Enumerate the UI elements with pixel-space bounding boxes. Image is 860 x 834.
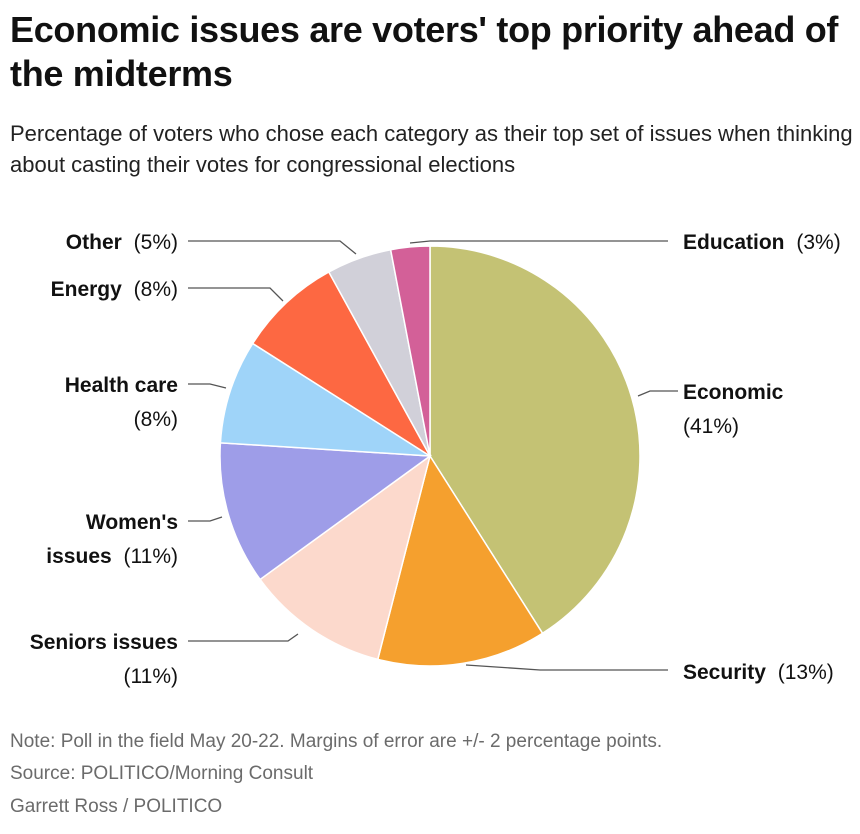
label-security: Security (13%) (683, 661, 834, 684)
footer-credit: Garrett Ross / POLITICO (10, 796, 223, 817)
leader-line-economic (637, 390, 678, 397)
label-education-name: Education (683, 231, 785, 254)
label-other-pct: (5%) (134, 231, 178, 254)
leader-lines (188, 240, 678, 671)
label-seniors: Seniors issues (30, 631, 178, 654)
label-womens-pct: (11%) (124, 545, 178, 568)
label-other: Other (5%) (66, 231, 178, 254)
leader-line-womens (188, 516, 223, 522)
label-health: Health care (65, 374, 178, 397)
label-energy-name: Energy (51, 278, 123, 301)
label-womens-name: issues (46, 545, 111, 568)
pie-slice-security (376, 454, 544, 667)
pie-slice-women-s-issues (219, 442, 433, 581)
pie-slice-economic (429, 245, 641, 635)
label-health-pct: (8%) (134, 408, 178, 431)
label-energy: Energy (8%) (51, 278, 178, 301)
label-security-name: Security (683, 661, 766, 684)
label-womens-line1: Women's (86, 511, 178, 534)
label-economic-pct: (41%) (683, 415, 739, 438)
label-seniors-pct: (11%) (124, 665, 178, 688)
leader-line-security (465, 664, 668, 671)
leader-line-education (409, 240, 668, 244)
label-economic-name: Economic (683, 381, 784, 404)
leader-line-other (188, 240, 357, 255)
label-energy-pct: (8%) (134, 278, 178, 301)
chart-title: Economic issues are voters' top priority… (10, 9, 839, 94)
label-security-pct: (13%) (778, 661, 834, 684)
pie-slice-energy (251, 270, 431, 457)
label-economic: Economic (683, 381, 784, 404)
leader-line-energy (188, 287, 284, 302)
label-other-name: Other (66, 231, 122, 254)
pie-slice-education (389, 245, 431, 457)
chart-subtitle: Percentage of voters who chose each cate… (10, 121, 853, 177)
pie-slice-seniors-issues (259, 454, 432, 661)
footer-source: Source: POLITICO/Morning Consult (10, 763, 314, 784)
label-education-pct: (3%) (796, 231, 840, 254)
label-womens-line2: issues (11%) (46, 545, 178, 568)
label-education: Education (3%) (683, 231, 841, 254)
pie-slices (219, 245, 641, 667)
pie-slice-health-care (219, 342, 431, 457)
footer-note: Note: Poll in the field May 20-22. Margi… (10, 731, 663, 752)
leader-line-seniors (188, 633, 299, 642)
leader-line-health (188, 383, 227, 389)
